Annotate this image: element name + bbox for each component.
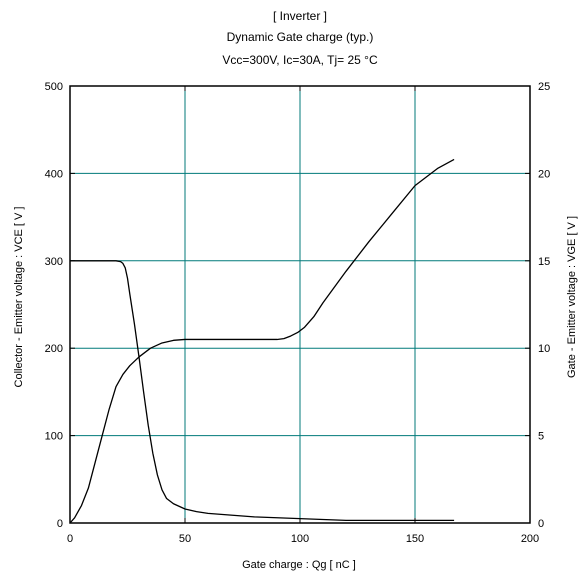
y-tick-label-left: 0: [57, 518, 63, 530]
x-tick-label: 150: [406, 533, 424, 545]
y-axis-title-left: Collector - Emitter voltage : VCE [ V ]: [13, 207, 25, 388]
y-tick-label-left: 500: [45, 81, 63, 93]
chart-title-line-3: Vcc=300V, Ic=30A, Tj= 25 °C: [222, 53, 378, 67]
y-tick-label-left: 400: [45, 168, 63, 180]
y-tick-label-right: 25: [538, 81, 550, 93]
grid-layer: [70, 86, 530, 523]
vge-curve: [69, 158, 455, 524]
y-tick-label-right: 0: [538, 518, 544, 530]
y-axis-title-right: Gate - Emitter voltage : VGE [ V ]: [566, 216, 578, 378]
chart-title-line-1: [ Inverter ]: [273, 9, 327, 23]
x-tick-label: 50: [179, 533, 191, 545]
y-tick-label-left: 200: [45, 343, 63, 355]
x-tick-label: 100: [291, 533, 309, 545]
x-axis-title: Gate charge : Qg [ nC ]: [242, 559, 356, 571]
ticks-layer: 0 50 100 150 200 0 100 200 300 400 500 0 5 10 15 20 25: [45, 81, 551, 545]
series-layer: [69, 158, 455, 524]
y-tick-label-left: 100: [45, 431, 63, 443]
y-tick-label-right: 20: [538, 168, 550, 180]
chart-title-line-2: Dynamic Gate charge (typ.): [227, 30, 374, 44]
y-tick-label-right: 5: [538, 431, 544, 443]
vce-curve: [70, 260, 455, 522]
x-tick-label: 200: [521, 533, 539, 545]
x-tick-label: 0: [67, 533, 73, 545]
y-tick-label-right: 10: [538, 343, 550, 355]
y-tick-label-right: 15: [538, 256, 550, 268]
plot-area-frame: [69, 85, 531, 524]
y-tick-label-left: 300: [45, 256, 63, 268]
